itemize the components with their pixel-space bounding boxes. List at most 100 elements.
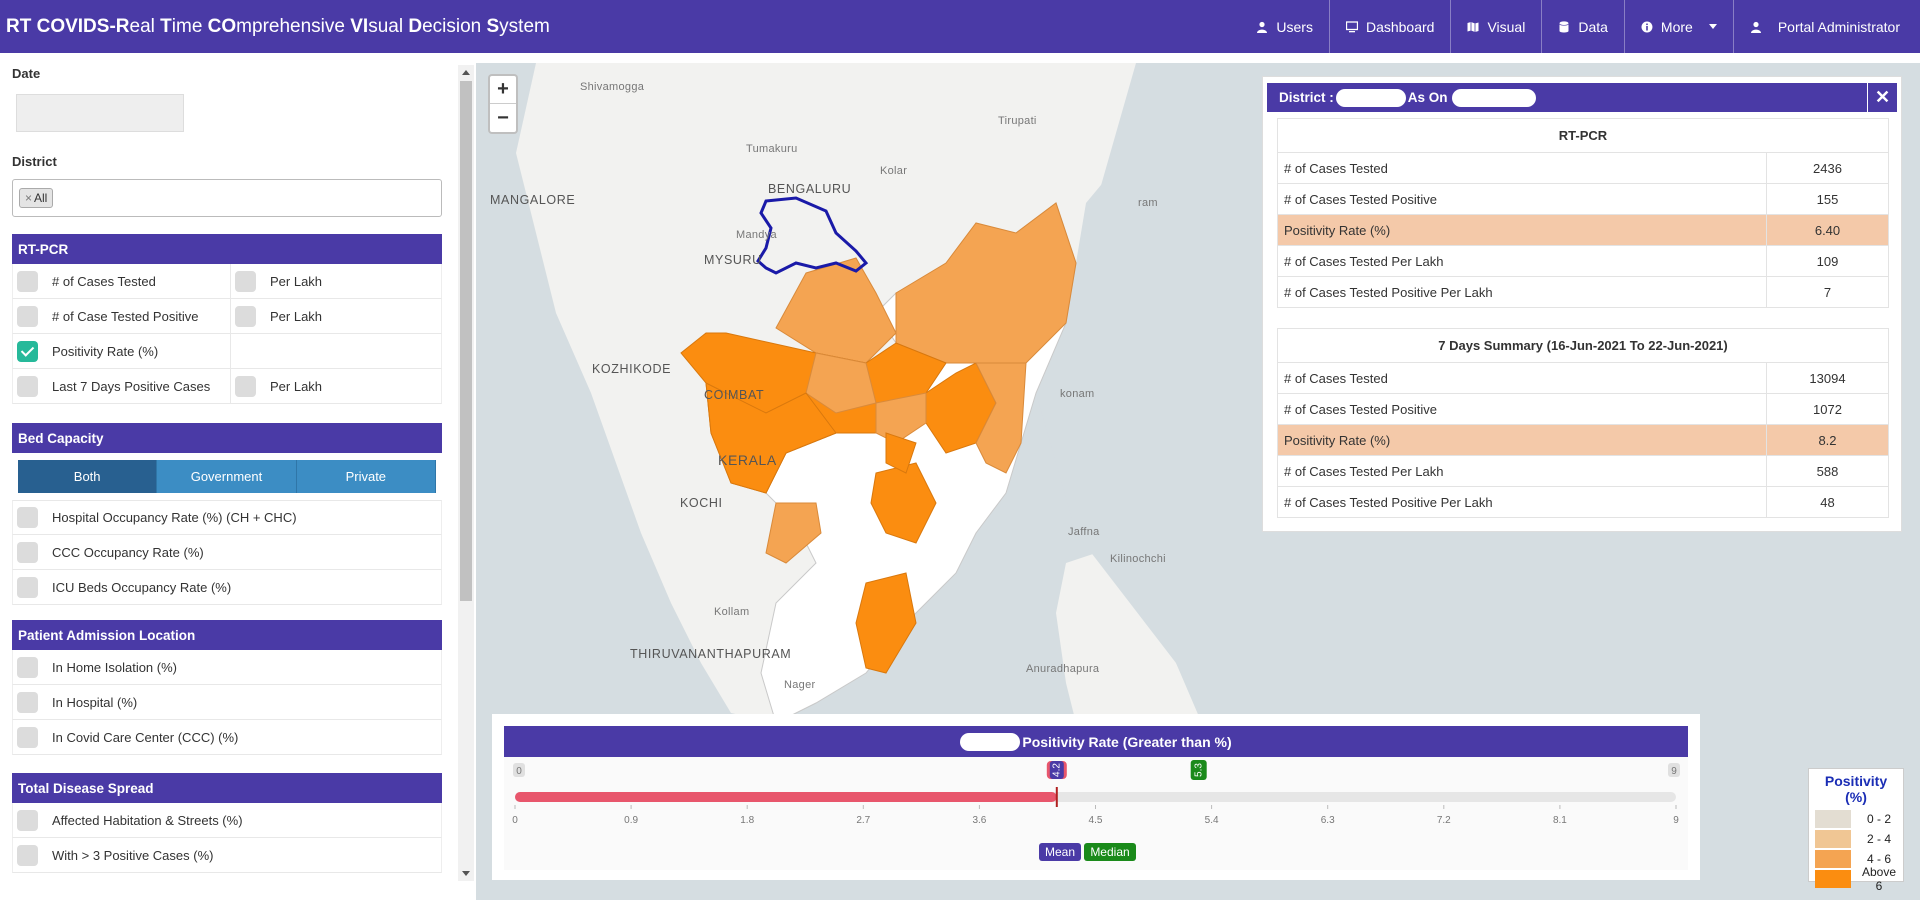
- patient-row-home: In Home Isolation (%): [12, 650, 442, 685]
- last7-checkbox[interactable]: [17, 375, 38, 397]
- title-rest-part: ystem: [499, 15, 550, 37]
- zoom-out-button[interactable]: −: [497, 106, 509, 129]
- positivity-rate-checkbox[interactable]: [17, 340, 38, 362]
- district-shape[interactable]: [870, 462, 937, 544]
- segment-government[interactable]: Government: [157, 460, 297, 493]
- three-plus-label: With > 3 Positive Cases (%): [52, 847, 214, 863]
- table-row: # of Cases Tested Per Lakh 588: [1277, 455, 1889, 487]
- home-isolation-checkbox[interactable]: [17, 656, 38, 678]
- slider-tick-label: 2.7: [856, 815, 870, 826]
- district-shape[interactable]: [765, 502, 822, 564]
- legend-title: Positivity (%): [1824, 773, 1888, 805]
- scroll-down-icon[interactable]: [462, 871, 470, 876]
- ccc-occupancy-checkbox[interactable]: [17, 541, 38, 563]
- disease-spread-section: Total Disease Spread Affected Habitation…: [12, 773, 442, 873]
- title-rest-part: eal: [129, 15, 161, 37]
- rtpcr-section-title: RT-PCR: [12, 234, 442, 264]
- nav-users[interactable]: Users: [1240, 0, 1329, 53]
- table-cell-label: # of Cases Tested Per Lakh: [1277, 245, 1767, 277]
- map-place-label: ram: [1138, 197, 1158, 209]
- slider-header: Positivity Rate (Greater than %): [504, 726, 1688, 757]
- three-plus-checkbox[interactable]: [17, 844, 38, 866]
- table-cell-value: 2436: [1766, 152, 1889, 184]
- table-cell-label: # of Cases Tested: [1277, 362, 1767, 394]
- legend-label: 0 - 2: [1866, 812, 1891, 826]
- in-ccc-label: In Covid Care Center (CCC) (%): [52, 729, 239, 745]
- district-shape[interactable]: [805, 352, 877, 414]
- home-isolation-label: In Home Isolation (%): [52, 659, 177, 675]
- last7-per-lakh-checkbox[interactable]: [235, 375, 256, 397]
- district-select[interactable]: × All: [12, 179, 442, 217]
- sidebar-scrollbar[interactable]: [458, 65, 474, 881]
- close-icon[interactable]: ✕: [1867, 83, 1897, 112]
- district-shape[interactable]: [775, 257, 897, 364]
- bed-row-icu: ICU Beds Occupancy Rate (%): [12, 570, 442, 605]
- district-shape[interactable]: [885, 432, 917, 474]
- cases-positive-per-lakh-checkbox[interactable]: [235, 305, 256, 327]
- bed-capacity-section: Bed Capacity Both Government Private Hos…: [12, 423, 442, 605]
- affected-habitation-checkbox[interactable]: [17, 809, 38, 831]
- nav-data-label: Data: [1578, 18, 1608, 35]
- title-rest-part: mprehensive: [236, 15, 351, 37]
- district-shape[interactable]: [705, 382, 837, 494]
- scroll-thumb[interactable]: [460, 81, 472, 601]
- main-nav: Users Dashboard Visual Data More Portal …: [1240, 0, 1920, 53]
- affected-habitation-label: Affected Habitation & Streets (%): [52, 812, 243, 828]
- nav-portal-admin-label: Portal Administrator: [1777, 18, 1900, 35]
- map-place-label: Kilinochchi: [1110, 553, 1166, 565]
- map-place-label: Shivamogga: [580, 81, 645, 93]
- zoom-in-button[interactable]: +: [490, 76, 516, 104]
- in-hospital-label: In Hospital (%): [52, 694, 138, 710]
- cases-positive-checkbox[interactable]: [17, 305, 38, 327]
- in-hospital-checkbox[interactable]: [17, 691, 38, 713]
- segment-private[interactable]: Private: [296, 460, 436, 493]
- redacted-district-name: [1335, 88, 1406, 107]
- range-slider[interactable]: 0 9 4.2 5.3 0 0.9 1.8 2.7 3.6 4.5 5.4 6.3 7.2 8.1 9 Mea…: [504, 757, 1688, 870]
- nav-more[interactable]: More: [1623, 0, 1733, 53]
- ccc-occupancy-label: CCC Occupancy Rate (%): [52, 544, 204, 560]
- district-shape[interactable]: [975, 362, 1027, 474]
- in-ccc-checkbox[interactable]: [17, 726, 38, 748]
- district-shape[interactable]: [855, 572, 917, 674]
- hospital-occupancy-checkbox[interactable]: [17, 507, 38, 528]
- table-cell-label: # of Cases Tested Positive: [1277, 183, 1767, 215]
- legend-label: 4 - 6: [1866, 852, 1891, 866]
- segment-both[interactable]: Both: [18, 460, 158, 493]
- map-place-label: Mandya: [736, 229, 777, 241]
- rtpcr-table: RT-PCR # of Cases Tested 2436 # of Cases …: [1277, 118, 1889, 308]
- district-shape[interactable]: [875, 392, 927, 444]
- remove-tag-icon[interactable]: ×: [25, 191, 33, 205]
- summary-table-title: 7 Days Summary (16-Jun-2021 To 22-Jun-20…: [1277, 328, 1889, 363]
- date-input[interactable]: [16, 94, 184, 132]
- legend-label: Above 6: [1861, 865, 1897, 893]
- per-lakh-label: Per Lakh: [270, 308, 323, 324]
- scroll-up-icon[interactable]: [462, 70, 470, 75]
- spread-row-affected: Affected Habitation & Streets (%): [12, 803, 442, 838]
- bed-row-ccc: CCC Occupancy Rate (%): [12, 535, 442, 570]
- cases-tested-checkbox[interactable]: [17, 270, 38, 292]
- map-place-label: KOCHI: [680, 496, 723, 510]
- legend-swatch: [1815, 850, 1851, 868]
- nav-visual[interactable]: Visual: [1450, 0, 1541, 53]
- bed-section-title: Bed Capacity: [12, 423, 442, 453]
- top-navbar: RT COVIDS-Real Time COmprehensive VIsual…: [0, 0, 1920, 53]
- info-panel-header: District : As On ✕: [1267, 83, 1897, 112]
- table-row: # of Cases Tested 2436: [1277, 152, 1889, 184]
- nav-data[interactable]: Data: [1541, 0, 1624, 53]
- nav-dashboard[interactable]: Dashboard: [1328, 0, 1451, 53]
- district-tag[interactable]: × All: [19, 188, 54, 208]
- slider-min-badge: [513, 763, 525, 777]
- cases-tested-label: # of Cases Tested: [52, 273, 156, 289]
- info-as-on-label: As On: [1407, 90, 1448, 105]
- median-badge: [1084, 843, 1136, 861]
- selected-district-outline[interactable]: [756, 196, 869, 275]
- database-icon: [1559, 20, 1569, 32]
- legend-item: 2 - 4: [1815, 829, 1897, 849]
- cases-positive-label: # of Case Tested Positive: [52, 308, 199, 324]
- icu-occupancy-checkbox[interactable]: [17, 576, 38, 598]
- table-cell-value: 588: [1766, 455, 1889, 487]
- title-bold-part: RT COVIDS-: [6, 15, 116, 37]
- cases-tested-per-lakh-checkbox[interactable]: [235, 270, 256, 292]
- map-place-label: konam: [1060, 388, 1095, 400]
- nav-portal-admin[interactable]: Portal Administrator: [1732, 0, 1920, 53]
